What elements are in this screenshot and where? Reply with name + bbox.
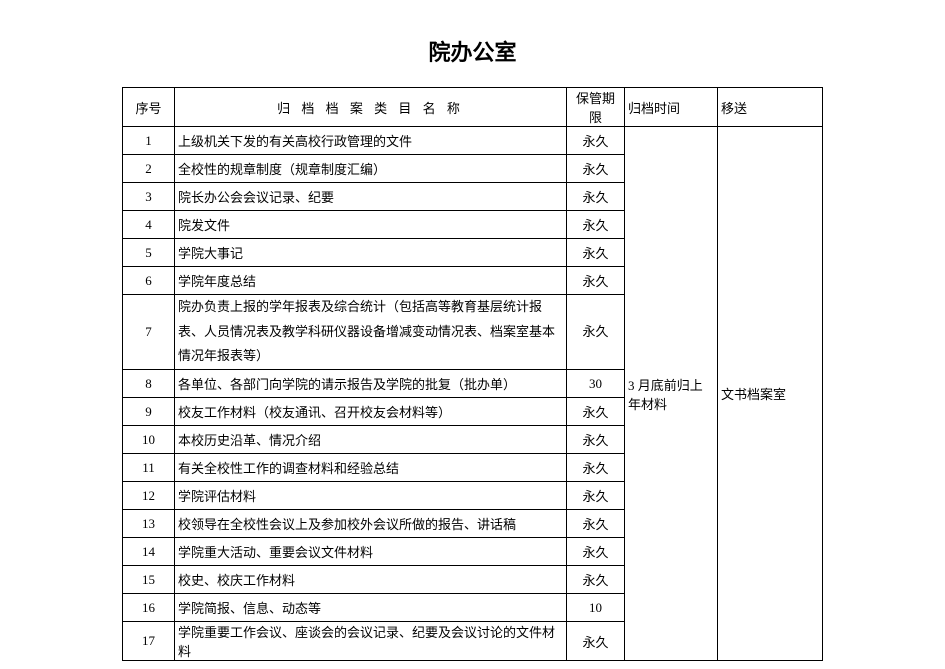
cell-keep: 永久 — [567, 538, 625, 566]
cell-seq: 11 — [123, 454, 175, 482]
col-header-time: 归档时间 — [625, 88, 718, 127]
cell-keep: 10 — [567, 594, 625, 622]
cell-seq: 4 — [123, 211, 175, 239]
cell-seq: 2 — [123, 155, 175, 183]
cell-seq: 16 — [123, 594, 175, 622]
cell-name: 全校性的规章制度（规章制度汇编） — [175, 155, 567, 183]
cell-seq: 13 — [123, 510, 175, 538]
cell-seq: 14 — [123, 538, 175, 566]
cell-seq: 12 — [123, 482, 175, 510]
table-row: 1 上级机关下发的有关高校行政管理的文件 永久 3 月底前归上年材料 文书档案室 — [123, 127, 823, 155]
cell-name: 校领导在全校性会议上及参加校外会议所做的报告、讲话稿 — [175, 510, 567, 538]
cell-name: 学院重大活动、重要会议文件材料 — [175, 538, 567, 566]
cell-seq: 3 — [123, 183, 175, 211]
cell-destination: 文书档案室 — [718, 127, 823, 661]
cell-keep: 永久 — [567, 510, 625, 538]
cell-keep: 永久 — [567, 482, 625, 510]
cell-name: 有关全校性工作的调查材料和经验总结 — [175, 454, 567, 482]
cell-keep: 永久 — [567, 454, 625, 482]
cell-name: 院发文件 — [175, 211, 567, 239]
archive-table: 序号 归 档 档 案 类 目 名 称 保管期限 归档时间 移送 1 上级机关下发… — [122, 87, 823, 661]
cell-name: 学院简报、信息、动态等 — [175, 594, 567, 622]
cell-name: 各单位、各部门向学院的请示报告及学院的批复（批办单） — [175, 370, 567, 398]
cell-keep: 永久 — [567, 211, 625, 239]
page-title: 院办公室 — [0, 0, 945, 87]
col-header-name: 归 档 档 案 类 目 名 称 — [175, 88, 567, 127]
cell-seq: 7 — [123, 295, 175, 370]
cell-seq: 6 — [123, 267, 175, 295]
cell-name: 学院重要工作会议、座谈会的会议记录、纪要及会议讨论的文件材料 — [175, 622, 567, 661]
cell-keep: 永久 — [567, 183, 625, 211]
cell-name: 本校历史沿革、情况介绍 — [175, 426, 567, 454]
cell-keep: 永久 — [567, 127, 625, 155]
cell-filing-time: 3 月底前归上年材料 — [625, 127, 718, 661]
cell-seq: 10 — [123, 426, 175, 454]
cell-keep: 永久 — [567, 267, 625, 295]
cell-keep: 永久 — [567, 155, 625, 183]
cell-keep: 30 — [567, 370, 625, 398]
cell-name: 学院评估材料 — [175, 482, 567, 510]
cell-name: 院办负责上报的学年报表及综合统计（包括高等教育基层统计报表、人员情况表及教学科研… — [175, 295, 567, 370]
cell-keep: 永久 — [567, 398, 625, 426]
cell-seq: 17 — [123, 622, 175, 661]
cell-name: 上级机关下发的有关高校行政管理的文件 — [175, 127, 567, 155]
table-header-row: 序号 归 档 档 案 类 目 名 称 保管期限 归档时间 移送 — [123, 88, 823, 127]
cell-seq: 8 — [123, 370, 175, 398]
cell-keep: 永久 — [567, 295, 625, 370]
cell-seq: 15 — [123, 566, 175, 594]
col-header-seq: 序号 — [123, 88, 175, 127]
cell-keep: 永久 — [567, 622, 625, 661]
cell-keep: 永久 — [567, 426, 625, 454]
col-header-dest: 移送 — [718, 88, 823, 127]
cell-name: 学院大事记 — [175, 239, 567, 267]
cell-seq: 1 — [123, 127, 175, 155]
cell-name: 校友工作材料（校友通讯、召开校友会材料等） — [175, 398, 567, 426]
cell-keep: 永久 — [567, 239, 625, 267]
cell-seq: 9 — [123, 398, 175, 426]
col-header-keep: 保管期限 — [567, 88, 625, 127]
cell-name: 校史、校庆工作材料 — [175, 566, 567, 594]
cell-keep: 永久 — [567, 566, 625, 594]
cell-name: 学院年度总结 — [175, 267, 567, 295]
cell-name: 院长办公会会议记录、纪要 — [175, 183, 567, 211]
cell-seq: 5 — [123, 239, 175, 267]
